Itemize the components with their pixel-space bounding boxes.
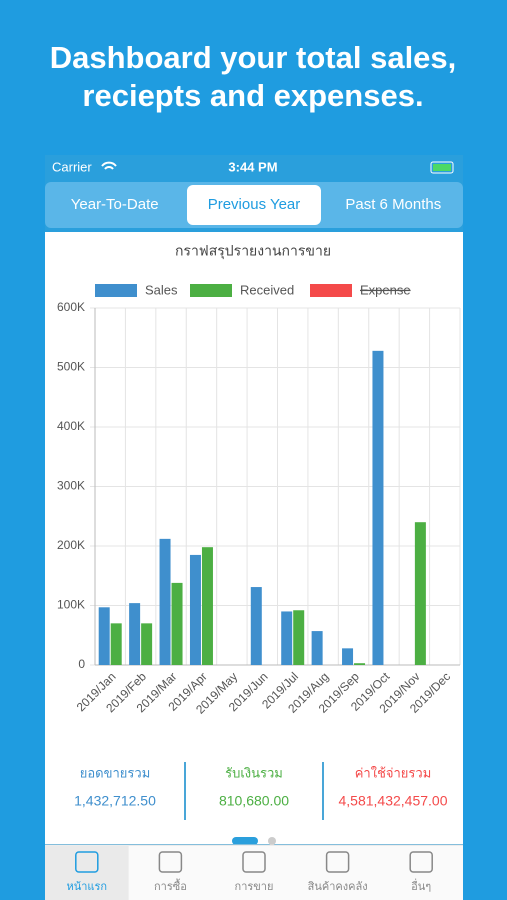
page-dot-active <box>232 837 258 845</box>
bar <box>293 610 305 665</box>
segment-label[interactable]: Year-To-Date <box>71 196 159 213</box>
page-dot <box>268 837 276 845</box>
battery <box>430 161 454 174</box>
tab-label[interactable]: การขาย <box>235 881 274 893</box>
clock: 3:44 PM <box>228 159 277 174</box>
segment-selected[interactable] <box>187 185 321 225</box>
tab-icon[interactable] <box>158 851 183 873</box>
tab-selected[interactable] <box>45 846 129 900</box>
summary-value: 4,581,432,457.00 <box>339 793 448 809</box>
bar <box>201 547 213 665</box>
bar <box>171 582 183 665</box>
bar <box>189 554 201 665</box>
bar <box>98 607 110 665</box>
headline: Dashboard your total sales, <box>50 40 457 75</box>
bar <box>281 611 293 665</box>
bar <box>110 623 122 665</box>
tab-icon[interactable] <box>409 851 433 873</box>
y-tick-label: 100K <box>57 598 85 612</box>
chart-title: กราฟสรุปรายงานการขาย <box>175 243 331 260</box>
battery-level <box>433 164 451 171</box>
segment-label[interactable]: Previous Year <box>208 196 301 213</box>
summary-label: ยอดขายรวม <box>80 765 151 780</box>
summary-label: รับเงินรวม <box>225 765 283 780</box>
tab-icon[interactable] <box>75 851 99 873</box>
y-tick-label: 400K <box>57 419 85 433</box>
legend-swatch[interactable] <box>310 284 352 297</box>
y-tick-label: 600K <box>57 300 85 314</box>
bar <box>342 648 354 665</box>
carrier: Carrier <box>52 159 92 174</box>
legend-swatch[interactable] <box>190 284 232 297</box>
wifi-icon <box>101 161 117 170</box>
tab-icon[interactable] <box>325 851 350 873</box>
bar <box>129 603 141 665</box>
bar <box>354 663 366 665</box>
segment-label[interactable]: Past 6 Months <box>345 196 441 213</box>
tab-label[interactable]: หน้าแรก <box>66 881 107 893</box>
y-tick-label: 500K <box>57 360 85 374</box>
legend-swatch[interactable] <box>95 284 137 297</box>
y-tick-label: 0 <box>78 657 85 671</box>
headline: reciepts and expenses. <box>82 78 423 113</box>
legend-label[interactable]: Sales <box>145 282 178 297</box>
y-tick-label: 300K <box>57 479 85 493</box>
summary-value: 810,680.00 <box>219 793 289 809</box>
tab-label[interactable]: อื่นๆ <box>411 878 431 893</box>
bar <box>159 538 171 665</box>
bar <box>250 587 262 665</box>
bar <box>372 350 384 665</box>
legend-label[interactable]: Expense <box>360 282 411 297</box>
bar <box>414 522 426 665</box>
tab-icon[interactable] <box>242 851 266 873</box>
legend-label[interactable]: Received <box>240 282 294 297</box>
tab-label[interactable]: สินค้าคงคลัง <box>307 881 367 893</box>
card <box>45 232 463 844</box>
y-tick-label: 200K <box>57 538 85 552</box>
summary-label: ค่าใช้จ่ายรวม <box>355 765 432 780</box>
summary-value: 1,432,712.50 <box>74 793 156 809</box>
tab-label[interactable]: การซื้อ <box>154 878 187 893</box>
bar <box>141 623 153 665</box>
bar <box>311 631 323 665</box>
